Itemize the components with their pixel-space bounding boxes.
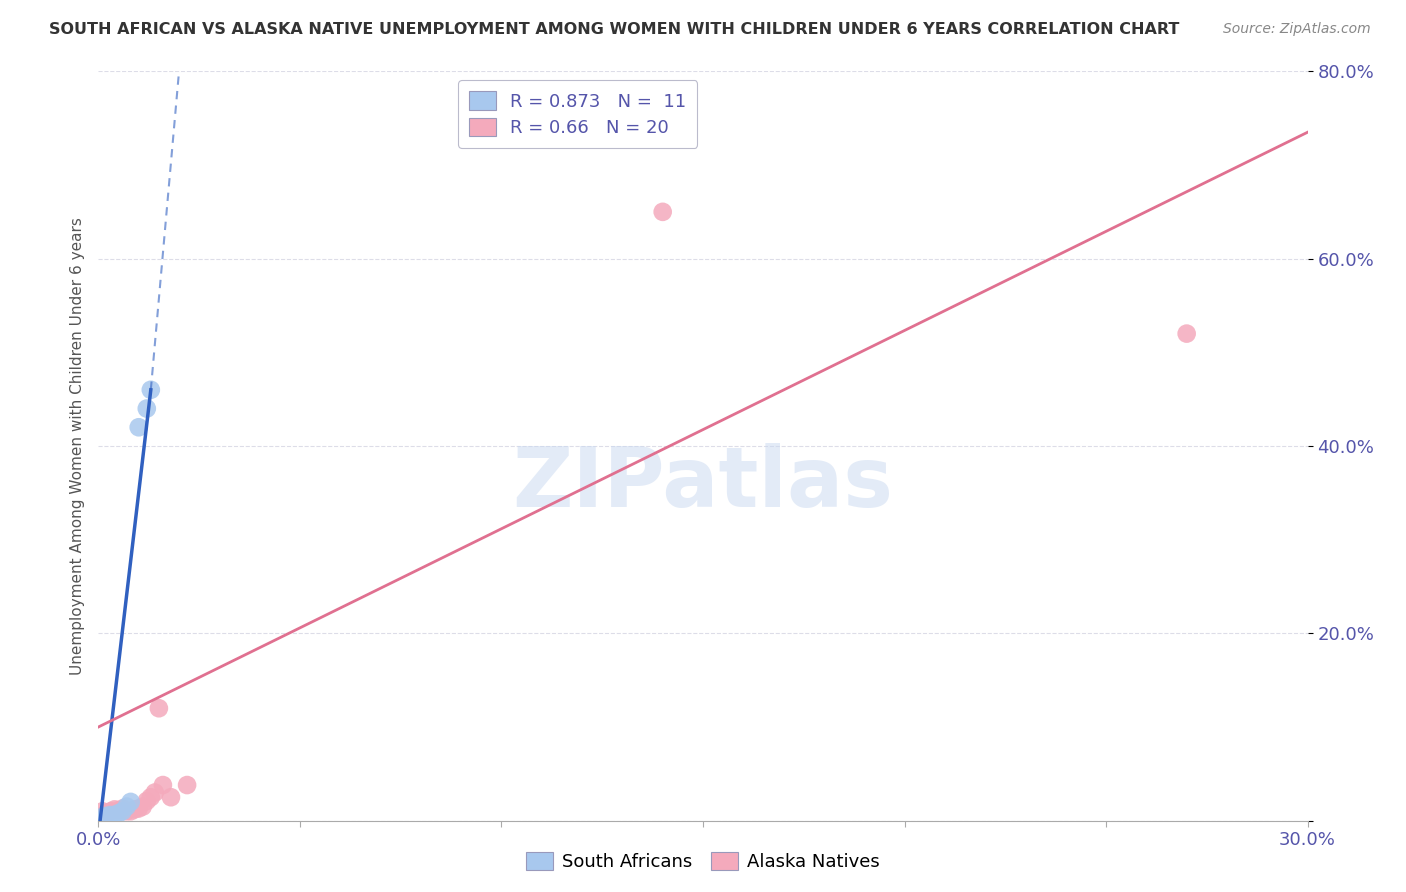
Legend: South Africans, Alaska Natives: South Africans, Alaska Natives (519, 845, 887, 879)
Point (96, 806, 118, 821)
Text: ZIPatlas: ZIPatlas (513, 443, 893, 524)
Point (128, 420, 150, 434)
Point (160, 790, 183, 805)
Point (111, 805, 134, 819)
Point (124, 802, 146, 816)
Y-axis label: Unemployment Among Women with Children Under 6 years: Unemployment Among Women with Children U… (69, 217, 84, 675)
Point (111, 801, 134, 815)
Point (107, 803, 129, 817)
Point (651, 205, 673, 219)
Point (120, 795, 142, 809)
Point (139, 383, 162, 397)
Text: Source: ZipAtlas.com: Source: ZipAtlas.com (1223, 22, 1371, 37)
Point (103, 802, 125, 816)
Point (100, 808, 122, 822)
Point (100, 805, 122, 819)
Point (115, 799, 138, 814)
Point (135, 401, 157, 416)
Point (132, 799, 155, 814)
Point (107, 806, 129, 821)
Point (176, 778, 198, 792)
Point (120, 805, 142, 819)
Point (143, 786, 166, 800)
Text: SOUTH AFRICAN VS ALASKA NATIVE UNEMPLOYMENT AMONG WOMEN WITH CHILDREN UNDER 6 YE: SOUTH AFRICAN VS ALASKA NATIVE UNEMPLOYM… (49, 22, 1180, 37)
Point (96, 809, 118, 823)
Point (91, 805, 114, 819)
Point (135, 794, 157, 808)
Point (1175, 326, 1198, 341)
Point (152, 778, 174, 792)
Point (91, 810, 114, 824)
Point (115, 805, 138, 819)
Point (139, 790, 162, 805)
Legend: R = 0.873   N =  11, R = 0.66   N = 20: R = 0.873 N = 11, R = 0.66 N = 20 (458, 80, 697, 148)
Point (103, 808, 125, 822)
Point (148, 701, 170, 715)
Point (128, 801, 150, 815)
